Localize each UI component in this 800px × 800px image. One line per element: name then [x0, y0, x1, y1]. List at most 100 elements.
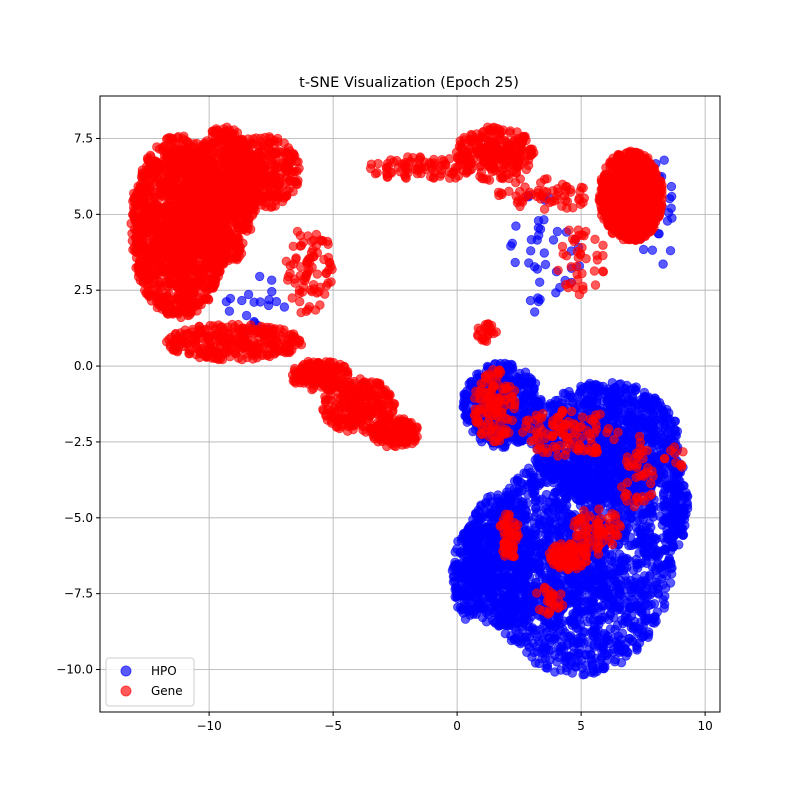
point-hpo	[613, 405, 623, 415]
point-hpo	[613, 389, 623, 400]
point-hpo	[667, 213, 677, 223]
point-hpo	[524, 531, 534, 541]
point-hpo	[587, 585, 597, 596]
point-hpo	[662, 525, 672, 535]
point-hpo	[532, 264, 543, 274]
point-hpo	[613, 631, 624, 642]
point-hpo	[535, 224, 546, 234]
point-hpo	[587, 656, 597, 667]
point-hpo	[651, 577, 661, 588]
point-hpo	[526, 612, 536, 622]
point-hpo	[470, 582, 480, 593]
point-hpo	[583, 461, 593, 472]
point-hpo	[656, 401, 666, 411]
point-hpo	[613, 578, 623, 589]
point-hpo	[633, 559, 644, 569]
point-hpo	[540, 259, 551, 270]
point-hpo	[221, 297, 232, 307]
point-hpo	[568, 590, 578, 601]
point-hpo	[522, 570, 533, 581]
point-hpo	[618, 552, 628, 563]
point-hpo	[612, 605, 622, 615]
point-hpo	[488, 602, 498, 612]
point-hpo	[582, 391, 593, 401]
point-hpo	[550, 667, 560, 677]
point-hpo	[663, 475, 674, 485]
point-hpo	[552, 226, 563, 237]
point-hpo	[521, 377, 532, 387]
point-hpo	[503, 562, 513, 572]
point-hpo	[612, 620, 623, 631]
point-hpo	[597, 646, 607, 656]
point-hpo	[574, 478, 584, 489]
point-hpo	[671, 516, 681, 527]
point-hpo	[515, 639, 526, 649]
point-hpo	[539, 621, 549, 631]
point-hpo	[452, 544, 462, 554]
point-hpo	[487, 587, 497, 597]
point-hpo	[616, 590, 626, 600]
point-hpo	[518, 396, 529, 406]
point-hpo	[566, 575, 576, 585]
point-hpo	[547, 473, 557, 483]
point-hpo	[476, 597, 487, 607]
point-hpo	[651, 616, 661, 626]
point-hpo	[501, 620, 512, 631]
point-hpo	[526, 246, 536, 256]
point-hpo	[598, 484, 608, 494]
point-hpo	[635, 588, 645, 598]
series-hpo	[221, 155, 693, 680]
point-hpo	[648, 425, 658, 435]
point-hpo	[267, 275, 277, 285]
point-hpo	[642, 579, 653, 590]
point-hpo	[535, 277, 545, 287]
point-hpo	[588, 631, 599, 641]
point-hpo	[625, 603, 636, 614]
point-hpo	[623, 614, 633, 624]
point-hpo	[513, 569, 524, 579]
point-hpo	[658, 259, 668, 269]
point-hpo	[558, 486, 568, 496]
point-hpo	[452, 589, 462, 600]
point-hpo	[675, 483, 686, 493]
point-hpo	[632, 645, 642, 655]
point-hpo	[674, 540, 684, 550]
point-hpo	[520, 367, 531, 377]
point-hpo	[599, 628, 609, 639]
point-hpo	[605, 450, 615, 461]
point-hpo	[589, 479, 600, 490]
point-hpo	[472, 527, 482, 537]
point-hpo	[642, 615, 652, 625]
point-hpo	[635, 578, 645, 589]
point-hpo	[249, 297, 259, 307]
point-hpo	[593, 664, 603, 674]
point-hpo	[460, 560, 470, 570]
point-hpo	[656, 430, 666, 440]
point-hpo	[670, 525, 681, 535]
point-hpo	[566, 390, 576, 401]
point-hpo	[657, 414, 667, 425]
point-hpo	[255, 271, 265, 282]
point-hpo	[524, 385, 534, 396]
point-hpo	[522, 582, 532, 592]
point-hpo	[666, 203, 676, 213]
point-hpo	[542, 660, 553, 670]
chart-title: t-SNE Visualization (Epoch 25)	[299, 75, 519, 91]
scatter-points	[126, 122, 693, 680]
point-hpo	[632, 523, 642, 533]
point-hpo	[487, 510, 497, 521]
point-hpo	[515, 506, 525, 517]
point-hpo	[557, 637, 567, 647]
point-hpo	[606, 595, 616, 606]
point-hpo	[499, 600, 509, 611]
point-hpo	[224, 306, 235, 316]
point-hpo	[460, 542, 471, 553]
point-hpo	[457, 576, 467, 586]
point-hpo	[468, 550, 478, 561]
point-hpo	[517, 605, 527, 615]
point-hpo	[555, 531, 565, 541]
point-hpo	[459, 599, 469, 609]
point-hpo	[626, 575, 636, 586]
point-hpo	[241, 310, 252, 321]
